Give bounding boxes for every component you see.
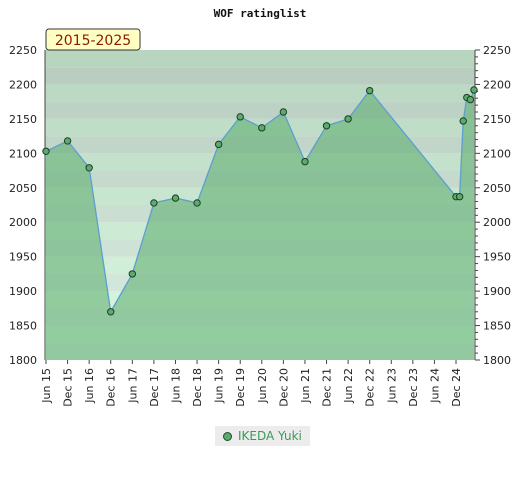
y-axis-left: 1800 1850 1900 1950 2000 2050 2100 2150 2200 2250 bbox=[9, 44, 37, 367]
x-tick-label: Jun 16 bbox=[83, 368, 96, 404]
y-tick-label-right: 2250 bbox=[483, 44, 511, 57]
period-badge: 2015-2025 bbox=[45, 28, 141, 51]
x-tick-label: Jun 17 bbox=[126, 368, 139, 404]
y-tick-label-left: 1850 bbox=[9, 320, 37, 333]
data-point bbox=[455, 193, 464, 201]
x-tick-label: Jun 21 bbox=[299, 368, 312, 404]
data-point bbox=[128, 270, 137, 278]
data-point bbox=[171, 194, 180, 202]
data-point bbox=[459, 117, 467, 125]
x-tick-label: Dec 23 bbox=[407, 368, 420, 407]
y-tick-label-right: 1850 bbox=[483, 320, 511, 333]
x-axis: Jun 15 Dec 15 Jun 16 Dec 16 Jun 17 Dec 17 Jun … bbox=[40, 360, 463, 407]
legend-label: IKEDA Yuki bbox=[238, 429, 302, 443]
band bbox=[45, 101, 475, 119]
x-tick-label: Jun 23 bbox=[385, 368, 398, 404]
data-point bbox=[150, 199, 158, 207]
x-tick-label: Dec 16 bbox=[105, 368, 118, 407]
x-tick-label: Dec 24 bbox=[450, 368, 463, 407]
band bbox=[45, 67, 475, 85]
y-tick-label-left: 2150 bbox=[9, 113, 37, 126]
data-point bbox=[322, 122, 331, 130]
rating-area bbox=[46, 90, 474, 360]
x-tick-label: Dec 21 bbox=[321, 368, 334, 407]
x-tick-label: Dec 20 bbox=[277, 368, 290, 407]
x-tick-label: Dec 15 bbox=[62, 368, 75, 407]
y-tick-label-right: 1800 bbox=[483, 354, 511, 367]
band bbox=[45, 50, 475, 68]
legend: IKEDA Yuki bbox=[215, 426, 310, 446]
data-point bbox=[85, 164, 93, 172]
x-tick-label: Dec 18 bbox=[191, 368, 204, 407]
data-point bbox=[236, 113, 244, 121]
x-tick-label: Jun 19 bbox=[213, 368, 226, 404]
y-tick-label-right: 1900 bbox=[483, 285, 511, 298]
y-tick-label-right: 2000 bbox=[483, 216, 511, 229]
chart-title: WOF ratinglist bbox=[214, 7, 307, 20]
legend-marker-icon bbox=[223, 431, 232, 441]
y-tick-label-left: 2000 bbox=[9, 216, 37, 229]
y-tick-label-left: 1950 bbox=[9, 251, 37, 264]
x-tick-label: Dec 19 bbox=[234, 368, 247, 407]
x-tick-label: Dec 22 bbox=[364, 368, 377, 407]
data-point bbox=[63, 137, 72, 145]
data-point bbox=[344, 115, 352, 123]
x-tick-label: Jun 20 bbox=[256, 368, 269, 404]
y-tick-label-left: 2250 bbox=[9, 44, 37, 57]
x-tick-label: Jun 22 bbox=[342, 368, 355, 404]
rating-points bbox=[42, 86, 478, 316]
data-point bbox=[466, 95, 475, 104]
x-tick-label: Dec 17 bbox=[148, 368, 161, 407]
data-point bbox=[193, 199, 201, 207]
y-tick-label-left: 1900 bbox=[9, 285, 37, 298]
period-label: 2015-2025 bbox=[55, 33, 131, 49]
data-point bbox=[301, 157, 309, 166]
rating-line bbox=[45, 89, 475, 314]
data-point bbox=[42, 147, 50, 155]
y-tick-label-left: 2100 bbox=[9, 147, 37, 160]
y-tick-label-left: 2050 bbox=[9, 182, 37, 195]
data-point bbox=[470, 86, 478, 94]
data-point bbox=[258, 124, 266, 132]
y-tick-label-right: 2150 bbox=[483, 113, 511, 126]
band bbox=[45, 84, 475, 102]
y-tick-label-right: 1950 bbox=[483, 251, 511, 264]
data-point bbox=[365, 86, 374, 95]
data-point bbox=[107, 308, 115, 316]
x-tick-label: Jun 24 bbox=[428, 368, 441, 404]
y-tick-label-right: 2100 bbox=[483, 147, 511, 160]
y-tick-label-left: 2200 bbox=[9, 78, 37, 91]
y-axis-right: 1800 1850 1900 1950 2000 2050 2100 2150 2200 2250 bbox=[475, 44, 511, 367]
data-point bbox=[279, 108, 288, 116]
y-tick-label-right: 2050 bbox=[483, 182, 511, 195]
y-tick-label-right: 2200 bbox=[483, 78, 511, 91]
data-point bbox=[214, 140, 223, 149]
y-tick-label-left: 1800 bbox=[9, 354, 37, 367]
x-tick-label: Jun 18 bbox=[169, 368, 182, 404]
x-tick-label: Jun 15 bbox=[40, 368, 53, 404]
